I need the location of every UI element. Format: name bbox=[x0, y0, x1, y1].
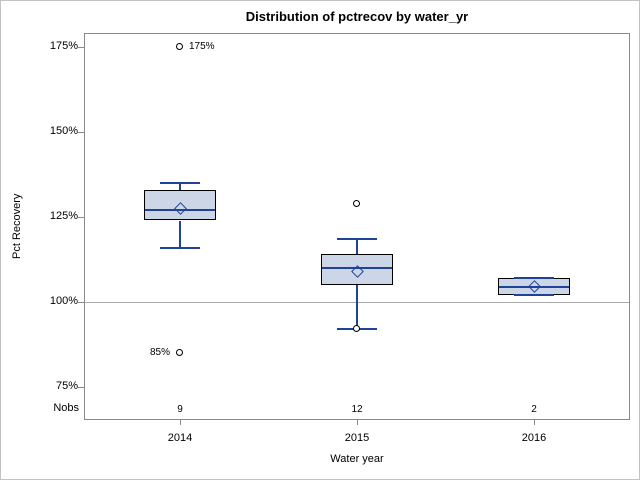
whisker-cap-upper bbox=[337, 238, 377, 241]
outlier-label: 85% bbox=[149, 346, 170, 358]
box bbox=[321, 254, 393, 285]
whisker-cap-lower bbox=[160, 246, 200, 249]
whisker-lower-line bbox=[356, 285, 358, 330]
x-category-label: 2015 bbox=[344, 432, 370, 444]
whisker-cap-upper bbox=[514, 277, 554, 280]
box bbox=[144, 189, 216, 221]
nobs-value: 9 bbox=[177, 404, 183, 415]
nobs-value: 12 bbox=[351, 404, 363, 415]
y-tick-label: 125% bbox=[49, 210, 78, 223]
y-tick-mark bbox=[78, 132, 84, 134]
outlier-label: 175% bbox=[189, 41, 215, 53]
y-axis-title: Pct Recovery bbox=[11, 193, 23, 260]
whisker-cap-lower bbox=[514, 294, 554, 297]
x-tick-mark bbox=[534, 420, 535, 425]
median-line bbox=[499, 285, 569, 288]
y-tick-mark bbox=[78, 47, 84, 49]
outlier-point bbox=[176, 43, 183, 51]
y-tick-label: 75% bbox=[55, 379, 78, 392]
y-tick-mark bbox=[78, 302, 84, 303]
chart-title: Distribution of pctrecov by water_yr bbox=[245, 9, 469, 24]
y-tick-label: 100% bbox=[49, 295, 78, 307]
x-category-label: 2016 bbox=[521, 432, 547, 444]
whisker-upper-line bbox=[179, 183, 181, 190]
outlier-point bbox=[176, 348, 183, 356]
y-tick-mark bbox=[78, 386, 84, 388]
y-tick-mark bbox=[78, 217, 84, 219]
nobs-row-label: Nobs bbox=[53, 402, 79, 414]
nobs-value: 2 bbox=[531, 404, 537, 415]
median-line bbox=[322, 267, 392, 270]
outlier-point bbox=[353, 325, 360, 333]
x-tick-mark bbox=[357, 420, 358, 425]
x-category-label: 2014 bbox=[167, 432, 193, 444]
y-tick-label: 150% bbox=[49, 125, 78, 138]
median-line bbox=[145, 209, 215, 212]
x-tick-mark bbox=[180, 420, 181, 425]
outlier-point bbox=[353, 199, 360, 207]
whisker-lower-line bbox=[179, 220, 181, 248]
whisker-upper-line bbox=[356, 239, 358, 255]
plot-area bbox=[84, 33, 630, 420]
x-axis-title: Water year bbox=[330, 453, 384, 465]
whisker-cap-upper bbox=[160, 182, 200, 185]
y-tick-label: 175% bbox=[49, 40, 78, 53]
